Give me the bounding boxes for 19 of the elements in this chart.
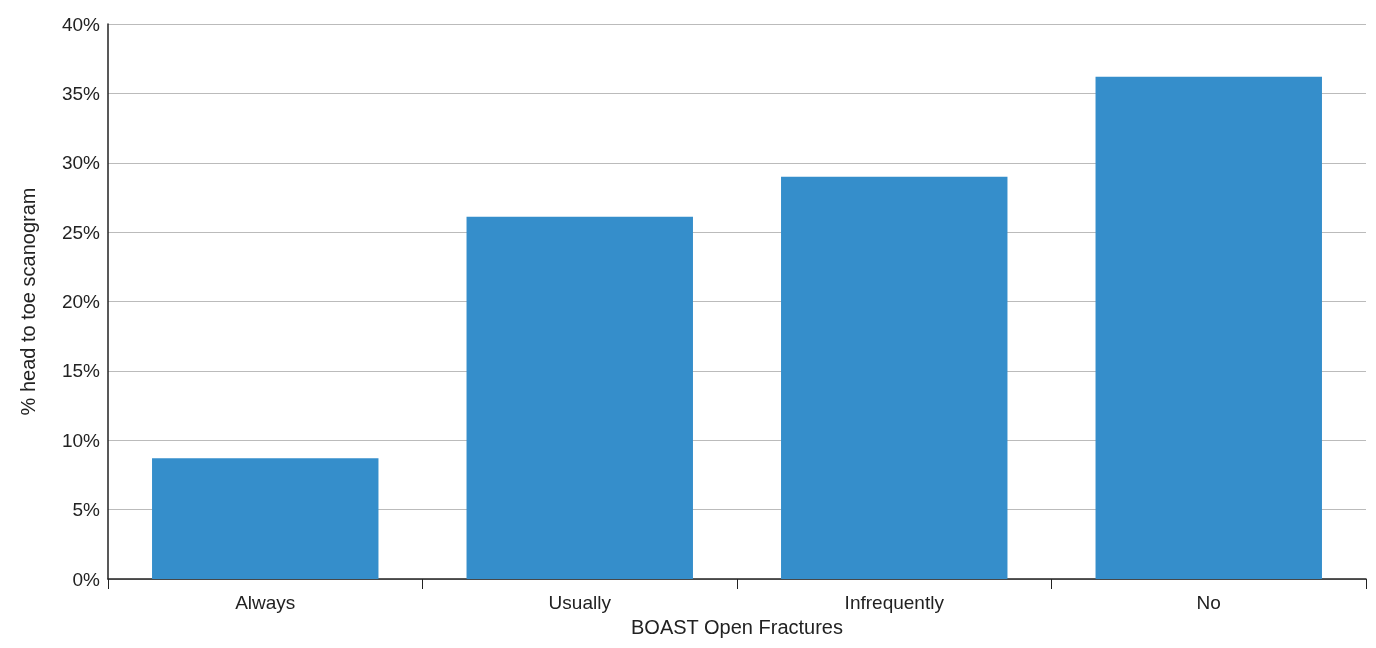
x-tick-label: Usually: [548, 592, 612, 613]
y-tick-label: 0%: [72, 568, 101, 590]
x-tick-label: Infrequently: [844, 592, 945, 613]
y-tick-label: 5%: [72, 499, 101, 521]
y-tick-label: 35%: [61, 82, 101, 104]
x-tick-label: Always: [235, 592, 296, 613]
bar: [466, 216, 693, 579]
bar: [1095, 76, 1322, 579]
y-tick-label: 15%: [61, 360, 101, 382]
y-tick-label: 10%: [61, 429, 101, 451]
y-tick-label: 20%: [61, 291, 101, 312]
y-tick-label: 30%: [61, 152, 101, 174]
y-axis-title: % head to toe scanogram: [17, 187, 39, 416]
x-tick-label: No: [1196, 592, 1221, 613]
bar: [152, 458, 379, 579]
y-tick-label: 25%: [61, 221, 101, 243]
x-axis-title: BOAST Open Fractures: [631, 615, 843, 638]
y-tick-label: 40%: [61, 13, 101, 35]
bar: [781, 176, 1008, 579]
